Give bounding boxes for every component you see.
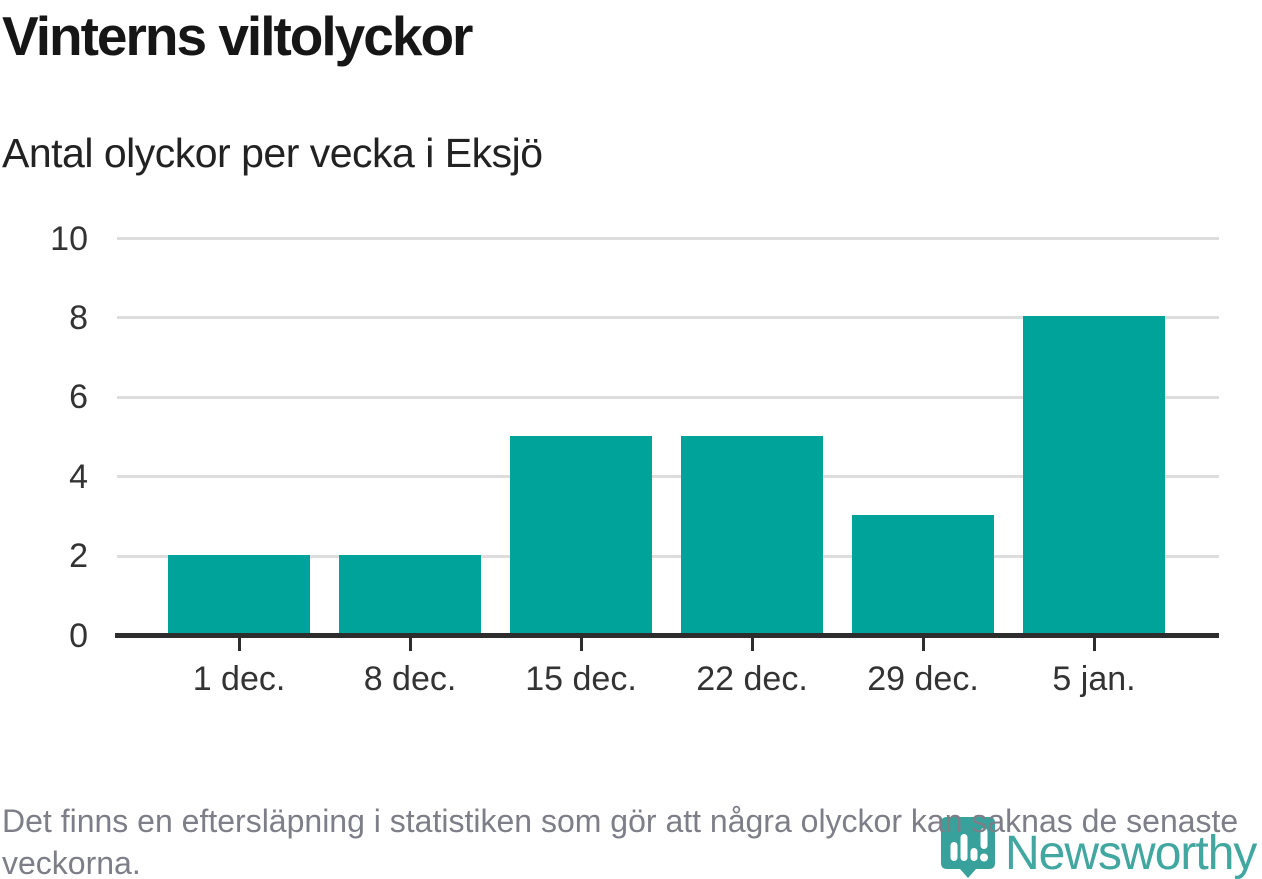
x-axis-tick	[579, 638, 583, 651]
footer-note: Det finns en eftersläpning i statistiken…	[2, 803, 1239, 879]
x-tick-label: 8 dec.	[363, 660, 457, 698]
gridline-y-2	[117, 554, 1219, 558]
bar-chart: 0 2 4 6 8 10 1 dec. 8 dec. 15 dec. 22 dec. 29 dec.…	[0, 200, 1262, 720]
x-tick-label: 22 dec.	[696, 660, 808, 698]
y-tick-label: 2	[69, 537, 88, 576]
x-tick-label: 29 dec.	[867, 660, 979, 698]
y-tick-label: 6	[69, 378, 88, 417]
page-title: Vinterns viltolyckor	[2, 5, 473, 67]
bar-5 jan.	[1023, 316, 1165, 634]
x-axis-tick	[1092, 638, 1096, 651]
gridline-y-4	[117, 475, 1219, 479]
y-tick-label: 10	[50, 219, 88, 258]
chart-subtitle: Antal olyckor per vecka i Eksjö	[2, 130, 543, 176]
x-axis-line	[115, 633, 1219, 638]
bar-1 dec.	[168, 554, 310, 634]
logo-pin-bar-chart-icon	[941, 817, 995, 878]
logo-wordmark: Newsworthy	[1005, 827, 1257, 879]
y-tick-label: 8	[69, 298, 88, 337]
x-tick-label: 1 dec.	[192, 660, 286, 698]
gridline-y-6	[117, 395, 1219, 399]
x-axis-tick	[750, 638, 754, 651]
x-tick-label: 5 jan.	[1052, 660, 1136, 698]
bar-29 dec.	[852, 514, 994, 634]
y-tick-label: 0	[69, 616, 88, 655]
bar-8 dec.	[339, 554, 481, 634]
gridline-y-10	[117, 237, 1219, 240]
x-axis-tick	[237, 638, 241, 651]
bar-15 dec.	[510, 435, 652, 634]
x-tick-label: 15 dec.	[525, 660, 637, 698]
gridline-y-8	[117, 316, 1219, 320]
x-axis-tick	[408, 638, 412, 651]
newsworthy-logo: Newsworthy	[941, 817, 1257, 879]
bar-22 dec.	[681, 435, 823, 634]
x-axis-tick	[921, 638, 925, 651]
y-tick-label: 4	[69, 457, 88, 496]
